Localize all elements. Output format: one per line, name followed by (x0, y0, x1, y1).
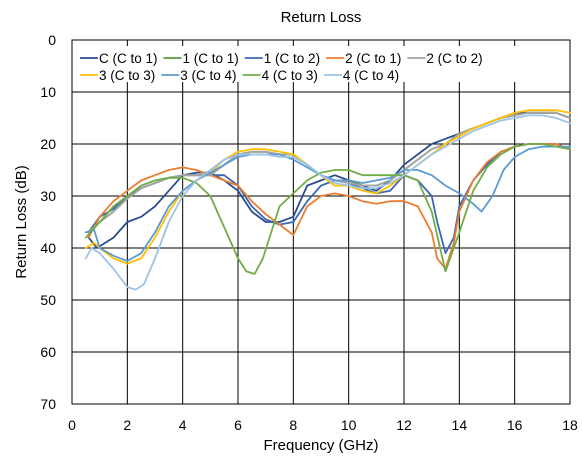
plot-area (71, 39, 571, 405)
y-tick-label: 0 (48, 32, 56, 48)
legend-label: 1 (C to 2) (264, 51, 320, 66)
series-layer (84, 109, 571, 291)
x-tick-label: 16 (507, 417, 523, 433)
x-tick-label: 2 (123, 417, 131, 433)
y-tick-label: 70 (40, 396, 56, 412)
y-axis-ticks: 0 10 20 30 40 50 60 70 (40, 32, 56, 412)
y-tick-label: 40 (40, 240, 56, 256)
series-line-9 (84, 114, 571, 291)
x-axis-title: Frequency (GHz) (263, 437, 378, 454)
legend-label: 3 (C to 4) (180, 68, 236, 83)
y-tick-label: 20 (40, 136, 56, 152)
legend-label: C (C to 1) (99, 51, 158, 66)
y-tick-label: 50 (40, 292, 56, 308)
x-tick-label: 10 (341, 417, 357, 433)
x-tick-label: 18 (562, 417, 578, 433)
x-tick-label: 6 (234, 417, 242, 433)
x-tick-label: 4 (179, 417, 187, 433)
grid (72, 40, 570, 404)
legend: C (C to 1) 1 (C to 1) 1 (C to 2) 2 (C to 1)… (76, 46, 566, 83)
y-tick-label: 30 (40, 188, 56, 204)
series-line-7 (84, 145, 571, 262)
series-line-8 (84, 143, 571, 275)
legend-label: 2 (C to 1) (345, 51, 401, 66)
x-axis-ticks: 0 2 4 6 8 10 12 14 16 18 (68, 417, 578, 433)
y-tick-label: 10 (40, 84, 56, 100)
x-tick-label: 8 (289, 417, 297, 433)
x-tick-label: 14 (452, 417, 468, 433)
x-tick-label: 12 (396, 417, 412, 433)
series-line-6 (84, 109, 571, 265)
legend-label: 2 (C to 2) (426, 51, 482, 66)
legend-background (76, 46, 566, 82)
y-tick-label: 60 (40, 344, 56, 360)
legend-label: 3 (C to 3) (99, 68, 155, 83)
legend-label: 4 (C to 4) (343, 68, 399, 83)
legend-label: 4 (C to 3) (262, 68, 318, 83)
legend-label: 1 (C to 1) (183, 51, 239, 66)
y-axis-title: Return Loss (dB) (13, 165, 30, 278)
series-line-4 (87, 143, 571, 270)
x-tick-label: 0 (68, 417, 76, 433)
chart-title: Return Loss (281, 9, 362, 26)
